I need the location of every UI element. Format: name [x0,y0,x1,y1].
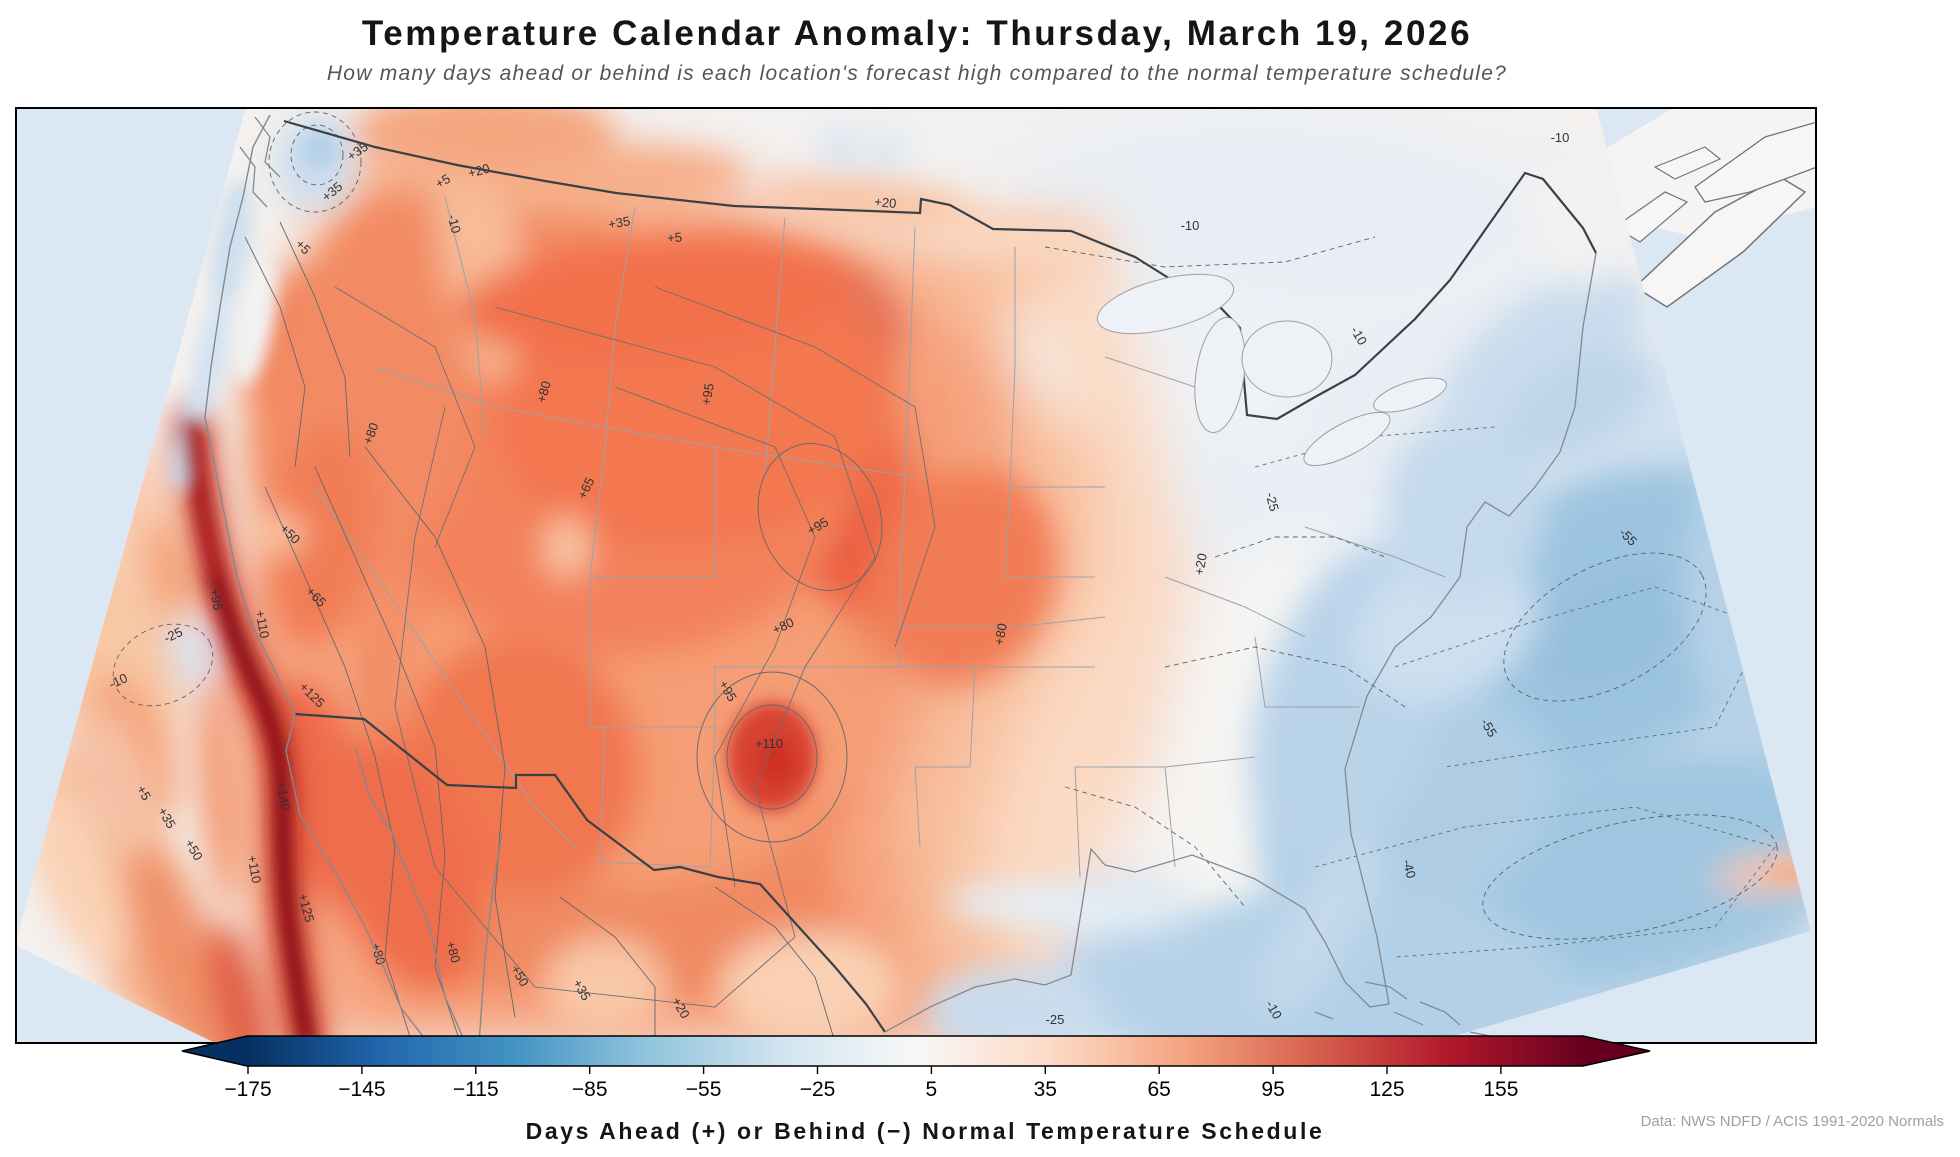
svg-text:+95: +95 [698,382,717,406]
svg-text:+35: +35 [607,213,631,232]
svg-text:+110: +110 [253,609,273,640]
svg-text:+80: +80 [534,379,554,404]
svg-text:+20: +20 [1191,552,1210,576]
svg-text:-10: -10 [106,670,129,692]
svg-text:+80: +80 [360,421,382,447]
svg-text:+80: +80 [443,939,463,964]
svg-text:-25: -25 [1263,491,1282,513]
svg-text:+80: +80 [991,622,1010,646]
svg-text:-25: -25 [161,624,184,646]
svg-text:+20: +20 [874,194,897,211]
svg-text:+80: +80 [368,941,388,966]
svg-text:-40: -40 [1400,858,1419,880]
svg-text:+5: +5 [667,229,683,245]
svg-text:-25: -25 [1046,1012,1065,1027]
svg-text:+125: +125 [295,892,317,924]
svg-text:+140: +140 [274,780,294,811]
svg-text:+95: +95 [207,587,226,611]
svg-text:+20: +20 [466,161,491,181]
svg-text:+5: +5 [134,783,154,803]
svg-text:-10: -10 [1181,218,1200,233]
svg-text:+110: +110 [245,854,265,885]
svg-text:+5: +5 [433,171,453,191]
svg-text:-10: -10 [1551,130,1570,145]
svg-text:+110: +110 [755,736,783,751]
svg-text:-10: -10 [445,213,464,235]
